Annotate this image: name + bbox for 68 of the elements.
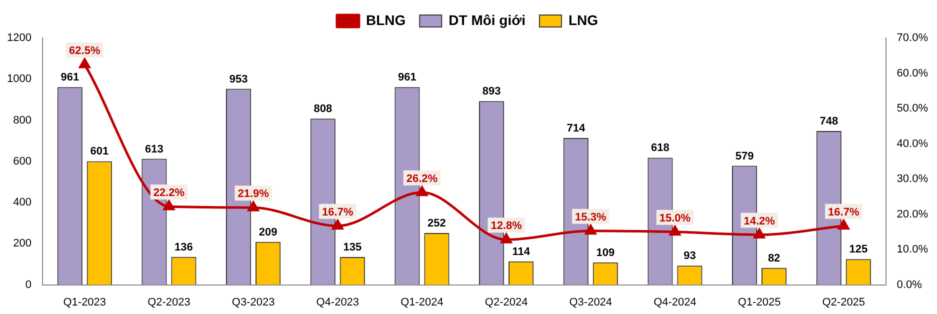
data-label: 714 <box>566 122 586 134</box>
data-label: 125 <box>849 244 868 256</box>
legend-label: LNG <box>568 12 598 28</box>
data-label: 21.9% <box>238 188 270 200</box>
y-tick-label: 0 <box>25 278 32 291</box>
point <box>838 220 850 230</box>
y-tick-label: 400 <box>13 196 32 209</box>
point <box>669 226 681 236</box>
data-label: 601 <box>90 146 109 158</box>
x-tick-label: Q3-2024 <box>569 296 612 308</box>
y-tick-label: 200 <box>13 238 32 250</box>
y-tick-label: 1000 <box>6 73 32 86</box>
data-label: 93 <box>684 250 696 262</box>
data-label: 136 <box>174 241 193 254</box>
y2-tick-label: 70.0% <box>896 32 928 44</box>
data-label: 252 <box>428 218 446 230</box>
data-label: 14.2% <box>744 215 776 228</box>
x-tick-label: Q3-2023 <box>232 296 275 308</box>
x-tick-label: Q2-2023 <box>148 296 190 308</box>
y2-tick-label: 30.0% <box>896 173 928 186</box>
data-label: 618 <box>651 142 670 154</box>
point <box>248 201 259 212</box>
x-tick-label: Q4-2024 <box>654 296 696 308</box>
data-label: 22.2% <box>153 187 185 200</box>
point <box>500 233 512 244</box>
data-label: 961 <box>398 72 416 84</box>
y2-tick-label: 20.0% <box>896 208 928 220</box>
x-tick-label: Q1-2024 <box>400 296 444 308</box>
point <box>585 224 596 235</box>
point <box>754 228 765 238</box>
y2-tick-label: 40.0% <box>896 138 928 150</box>
data-label: 961 <box>60 72 80 84</box>
data-label: 748 <box>820 115 838 128</box>
point <box>332 220 344 230</box>
data-label: 135 <box>343 242 362 254</box>
point <box>163 200 175 210</box>
data-label: 209 <box>258 226 278 238</box>
data-label: 613 <box>145 143 164 156</box>
point <box>79 58 90 68</box>
x-tick-label: Q2-2024 <box>484 296 528 308</box>
data-label: 953 <box>229 73 248 86</box>
data-label: 15.3% <box>575 211 606 224</box>
y2-tick-label: 0.0% <box>896 278 922 291</box>
y-tick-label: 1200 <box>6 32 32 44</box>
data-label: 808 <box>314 103 332 116</box>
y2-tick-label: 10.0% <box>896 244 928 256</box>
x-tick-label: Q4-2023 <box>316 296 360 308</box>
data-label: 15.0% <box>659 212 691 224</box>
data-label: 12.8% <box>490 220 522 232</box>
data-label: 82 <box>768 252 780 264</box>
data-label: 579 <box>735 150 754 162</box>
x-tick-label: Q2-2025 <box>822 296 866 308</box>
legend-label: BLNG <box>366 12 406 28</box>
data-label: 62.5% <box>69 44 100 57</box>
y-tick-label: 600 <box>13 155 32 168</box>
y2-tick-label: 60.0% <box>896 67 928 80</box>
y-tick-label: 800 <box>13 114 32 126</box>
x-tick-label: Q1-2023 <box>63 296 106 308</box>
data-label: 114 <box>512 246 531 258</box>
x-tick-label: Q1-2025 <box>738 296 781 308</box>
data-label: 893 <box>482 86 501 98</box>
data-label: 16.7% <box>322 206 354 218</box>
y2-tick-label: 50.0% <box>896 102 928 115</box>
data-label: 26.2% <box>406 172 438 185</box>
data-label: 16.7% <box>828 206 860 218</box>
legend-label: DT Môi giới <box>448 12 526 28</box>
point <box>416 186 428 196</box>
data-label: 109 <box>596 246 615 259</box>
